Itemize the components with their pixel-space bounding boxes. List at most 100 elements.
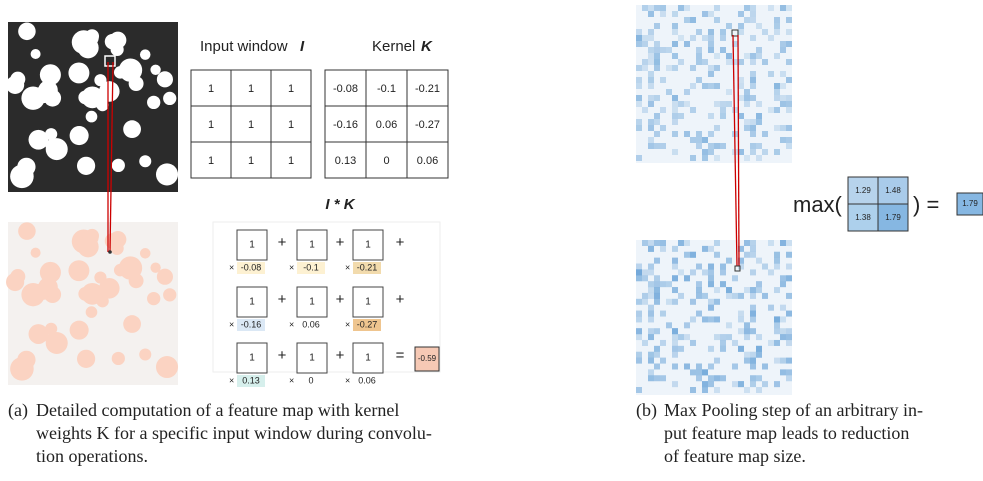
pixel bbox=[654, 258, 660, 264]
caption-line: tion operations. bbox=[36, 446, 148, 466]
pixel bbox=[636, 119, 642, 125]
pixel bbox=[648, 264, 654, 270]
pixel bbox=[636, 35, 642, 41]
pixel bbox=[714, 316, 720, 322]
pixel bbox=[672, 299, 678, 305]
pixel bbox=[768, 107, 774, 113]
pixel bbox=[786, 340, 792, 346]
pixel bbox=[720, 143, 726, 149]
pixel bbox=[696, 293, 702, 299]
blob bbox=[18, 23, 36, 41]
pixel bbox=[696, 311, 702, 317]
pixel bbox=[654, 299, 660, 305]
pixel bbox=[684, 131, 690, 137]
blob bbox=[112, 352, 125, 365]
pixel bbox=[678, 334, 684, 340]
pixel bbox=[762, 59, 768, 65]
pixel bbox=[636, 101, 642, 107]
pixel bbox=[786, 275, 792, 281]
pixel bbox=[780, 71, 786, 77]
pixel bbox=[642, 107, 648, 113]
pixel bbox=[786, 5, 792, 11]
pixel bbox=[780, 41, 786, 47]
pixel bbox=[702, 137, 708, 143]
pixel bbox=[708, 35, 714, 41]
pixel bbox=[762, 131, 768, 137]
pixel bbox=[780, 125, 786, 131]
pixel bbox=[750, 59, 756, 65]
pixel bbox=[636, 275, 642, 281]
pixel bbox=[648, 352, 654, 358]
pixel bbox=[636, 269, 642, 275]
pixel bbox=[786, 311, 792, 317]
matrix-value: 1 bbox=[208, 119, 214, 131]
blob bbox=[156, 356, 178, 378]
pixel bbox=[672, 340, 678, 346]
pixel bbox=[714, 240, 720, 246]
pixel bbox=[726, 101, 732, 107]
pixel bbox=[714, 375, 720, 381]
pixel bbox=[720, 107, 726, 113]
pixel bbox=[690, 340, 696, 346]
pixel bbox=[672, 149, 678, 155]
pixel bbox=[714, 53, 720, 59]
pixel bbox=[774, 328, 780, 334]
pixel bbox=[660, 47, 666, 53]
pixel bbox=[690, 316, 696, 322]
pixel bbox=[708, 363, 714, 369]
pixel bbox=[678, 269, 684, 275]
pixel bbox=[774, 322, 780, 328]
pixel bbox=[720, 346, 726, 352]
matrix-value: -0.16 bbox=[333, 119, 358, 131]
pixel bbox=[660, 143, 666, 149]
pixel bbox=[684, 5, 690, 11]
pixel bbox=[654, 47, 660, 53]
caption-line: put feature map leads to reduction bbox=[664, 423, 909, 443]
pixel bbox=[786, 369, 792, 375]
times-sign: × bbox=[345, 319, 350, 329]
pixel bbox=[750, 269, 756, 275]
pixel bbox=[744, 334, 750, 340]
pixel bbox=[654, 275, 660, 281]
blob bbox=[78, 91, 92, 105]
term-input: 1 bbox=[249, 297, 255, 308]
pixel bbox=[774, 381, 780, 387]
term-weight: -0.1 bbox=[303, 262, 319, 272]
pixel bbox=[648, 369, 654, 375]
blob bbox=[147, 292, 160, 305]
pixel bbox=[744, 53, 750, 59]
pixel bbox=[678, 101, 684, 107]
blob bbox=[31, 248, 41, 258]
pixel bbox=[780, 305, 786, 311]
pixel bbox=[690, 155, 696, 161]
term-weight: 0 bbox=[308, 375, 313, 385]
pixel bbox=[642, 293, 648, 299]
pixel bbox=[750, 17, 756, 23]
pixel bbox=[780, 316, 786, 322]
pixel bbox=[672, 381, 678, 387]
pixel bbox=[768, 5, 774, 11]
pixel bbox=[750, 358, 756, 364]
pixel bbox=[720, 47, 726, 53]
pixel bbox=[636, 155, 642, 161]
blob bbox=[29, 324, 49, 344]
pixel bbox=[756, 258, 762, 264]
pixel bbox=[780, 83, 786, 89]
pixel bbox=[714, 252, 720, 258]
pixel bbox=[696, 131, 702, 137]
result-value: -0.59 bbox=[418, 354, 437, 363]
pixel bbox=[642, 5, 648, 11]
pixel bbox=[738, 316, 744, 322]
blob bbox=[156, 163, 178, 185]
pixel bbox=[720, 264, 726, 270]
term-input: 1 bbox=[365, 240, 371, 251]
pixel bbox=[750, 375, 756, 381]
pixel bbox=[702, 35, 708, 41]
pixel bbox=[726, 287, 732, 293]
matrix-value: 1 bbox=[208, 155, 214, 167]
pixel bbox=[738, 381, 744, 387]
pixel bbox=[750, 240, 756, 246]
pixel bbox=[642, 299, 648, 305]
pixel bbox=[672, 287, 678, 293]
blob bbox=[163, 92, 176, 105]
